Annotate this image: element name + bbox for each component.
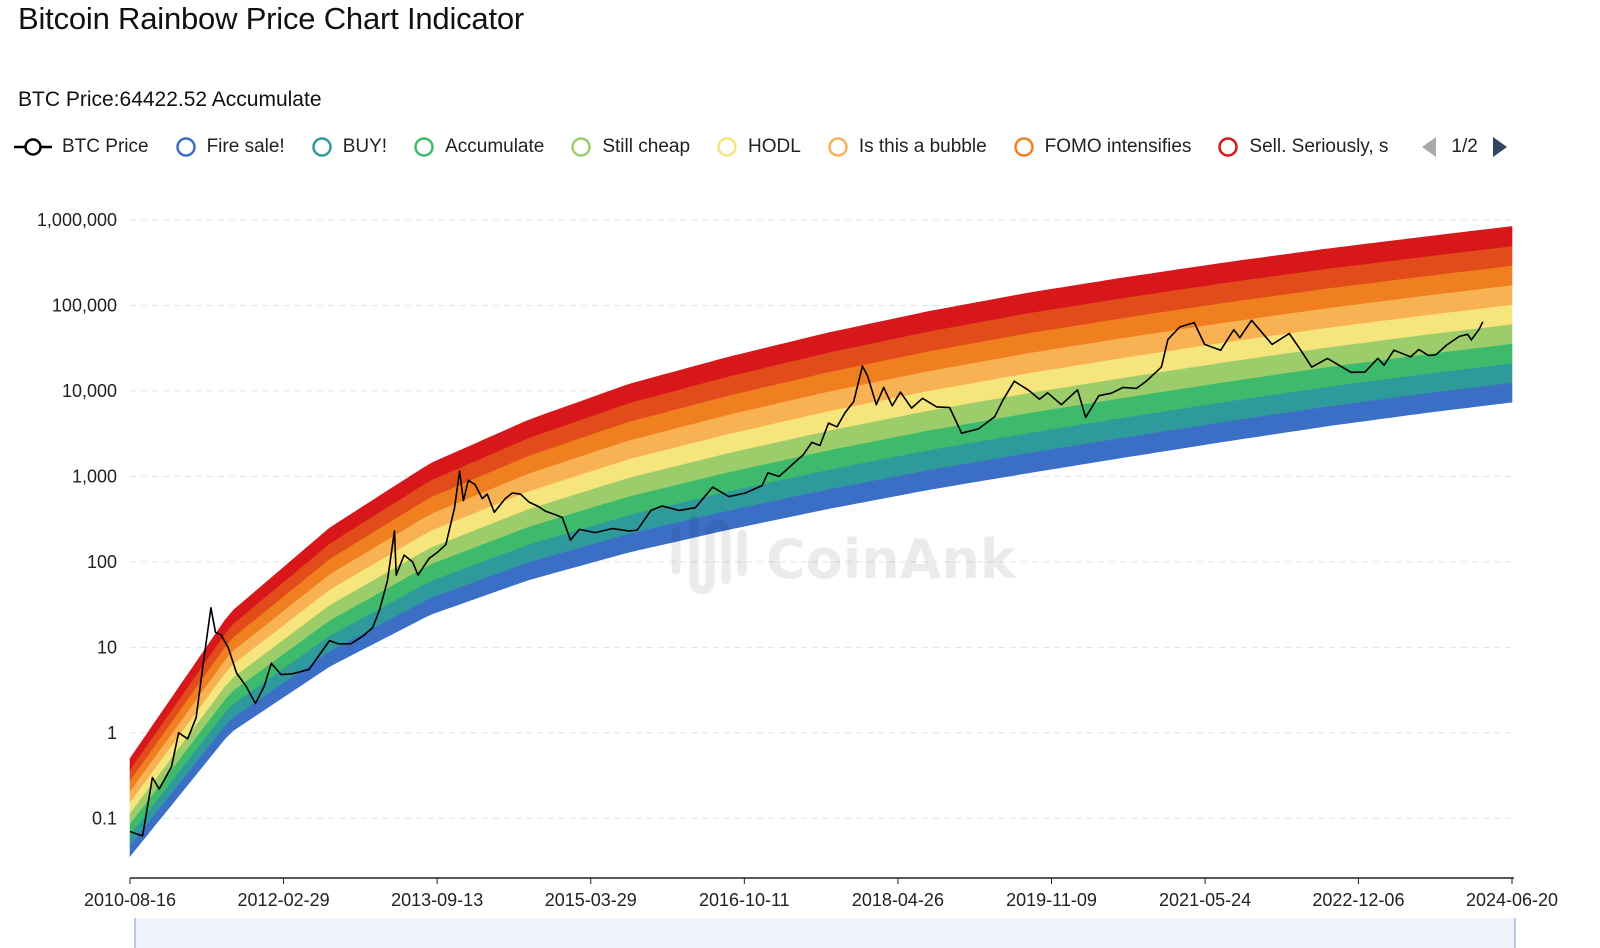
legend-item-btc-price[interactable]: BTC Price: [14, 136, 149, 158]
legend-label: BUY!: [342, 136, 388, 157]
x-tick-label: 2016-10-11: [699, 890, 790, 910]
x-tick-label: 2015-03-29: [545, 890, 637, 910]
circle-icon: [413, 136, 435, 158]
page-title: Bitcoin Rainbow Price Chart Indicator: [18, 1, 525, 36]
rainbow-band: [129, 226, 1513, 771]
legend-label: Is this a bubble: [858, 136, 987, 157]
circle-icon: [570, 136, 592, 158]
circle-icon: [716, 136, 738, 158]
x-axis: 2010-08-16 2012-02-29 2013-09-13 2015-03-29…: [84, 878, 1558, 910]
legend-item-fire-sale[interactable]: Fire sale!: [175, 136, 285, 158]
y-axis: 1,000,000 100,000 10,000 1,000 100 10 1 0.1: [37, 210, 117, 828]
coinank-logo-icon: [671, 515, 747, 595]
x-tick-label: 2022-12-06: [1312, 890, 1404, 910]
x-tick-label: 2013-09-13: [391, 890, 483, 910]
x-tick-label: 2010-08-16: [84, 890, 176, 910]
y-tick-label: 0.1: [92, 808, 117, 828]
legend-label: BTC Price: [62, 136, 149, 157]
circle-icon: [311, 136, 333, 158]
legend-label: Still cheap: [602, 136, 691, 157]
rainbow-chart[interactable]: CoinAnk 1,000,000100,00010,0001,00010010…: [0, 180, 1600, 918]
legend-item-buy[interactable]: BUY!: [311, 136, 387, 158]
legend-label: Sell. Seriously, s: [1249, 136, 1389, 157]
circle-icon: [1013, 136, 1035, 158]
y-tick-label: 100,000: [52, 295, 117, 315]
legend-item-accumulate[interactable]: Accumulate: [413, 136, 544, 158]
y-tick-label: 1,000,000: [37, 210, 117, 230]
x-tick-label: 2024-06-20: [1466, 890, 1558, 910]
y-tick-label: 100: [87, 552, 117, 572]
x-tick-label: 2019-11-09: [1006, 890, 1097, 910]
x-tick-label: 2018-04-26: [852, 890, 944, 910]
y-tick-label: 1,000: [72, 466, 117, 486]
y-tick-label: 10,000: [62, 381, 117, 401]
line-circle-icon: [14, 137, 52, 157]
legend-label: HODL: [748, 136, 801, 157]
legend-item-hodl[interactable]: HODL: [716, 136, 801, 158]
legend-label: FOMO intensifies: [1044, 136, 1192, 157]
btc-price-status: BTC Price:64422.52 Accumulate: [18, 88, 322, 111]
btc-price-series: [129, 319, 1484, 837]
watermark-text: CoinAnk: [766, 528, 1017, 591]
legend-label: Accumulate: [445, 136, 545, 157]
legend-item-still-cheap[interactable]: Still cheap: [570, 136, 690, 158]
btc-price-line: [129, 319, 1484, 837]
legend-label: Fire sale!: [206, 136, 285, 157]
legend-item-sell[interactable]: Sell. Seriously, s: [1217, 136, 1407, 158]
y-tick-label: 10: [97, 637, 117, 657]
chart-legend: BTC Price Fire sale! BUY! Accumulate Sti…: [14, 132, 1586, 162]
circle-icon: [1217, 136, 1239, 158]
legend-item-bubble[interactable]: Is this a bubble: [827, 136, 987, 158]
prev-page-arrow-icon[interactable]: [1421, 136, 1437, 158]
rainbow-bands: [129, 226, 1513, 858]
x-tick-label: 2012-02-29: [238, 890, 330, 910]
legend-page-indicator: 1/2: [1451, 136, 1478, 157]
legend-pager: 1/2: [1421, 136, 1507, 158]
circle-icon: [175, 136, 197, 158]
zoom-slider[interactable]: [134, 918, 1516, 948]
circle-icon: [827, 136, 849, 158]
x-tick-label: 2021-05-24: [1159, 890, 1251, 910]
legend-item-fomo[interactable]: FOMO intensifies: [1013, 136, 1192, 158]
next-page-arrow-icon[interactable]: [1492, 136, 1508, 158]
y-tick-label: 1: [107, 723, 117, 743]
